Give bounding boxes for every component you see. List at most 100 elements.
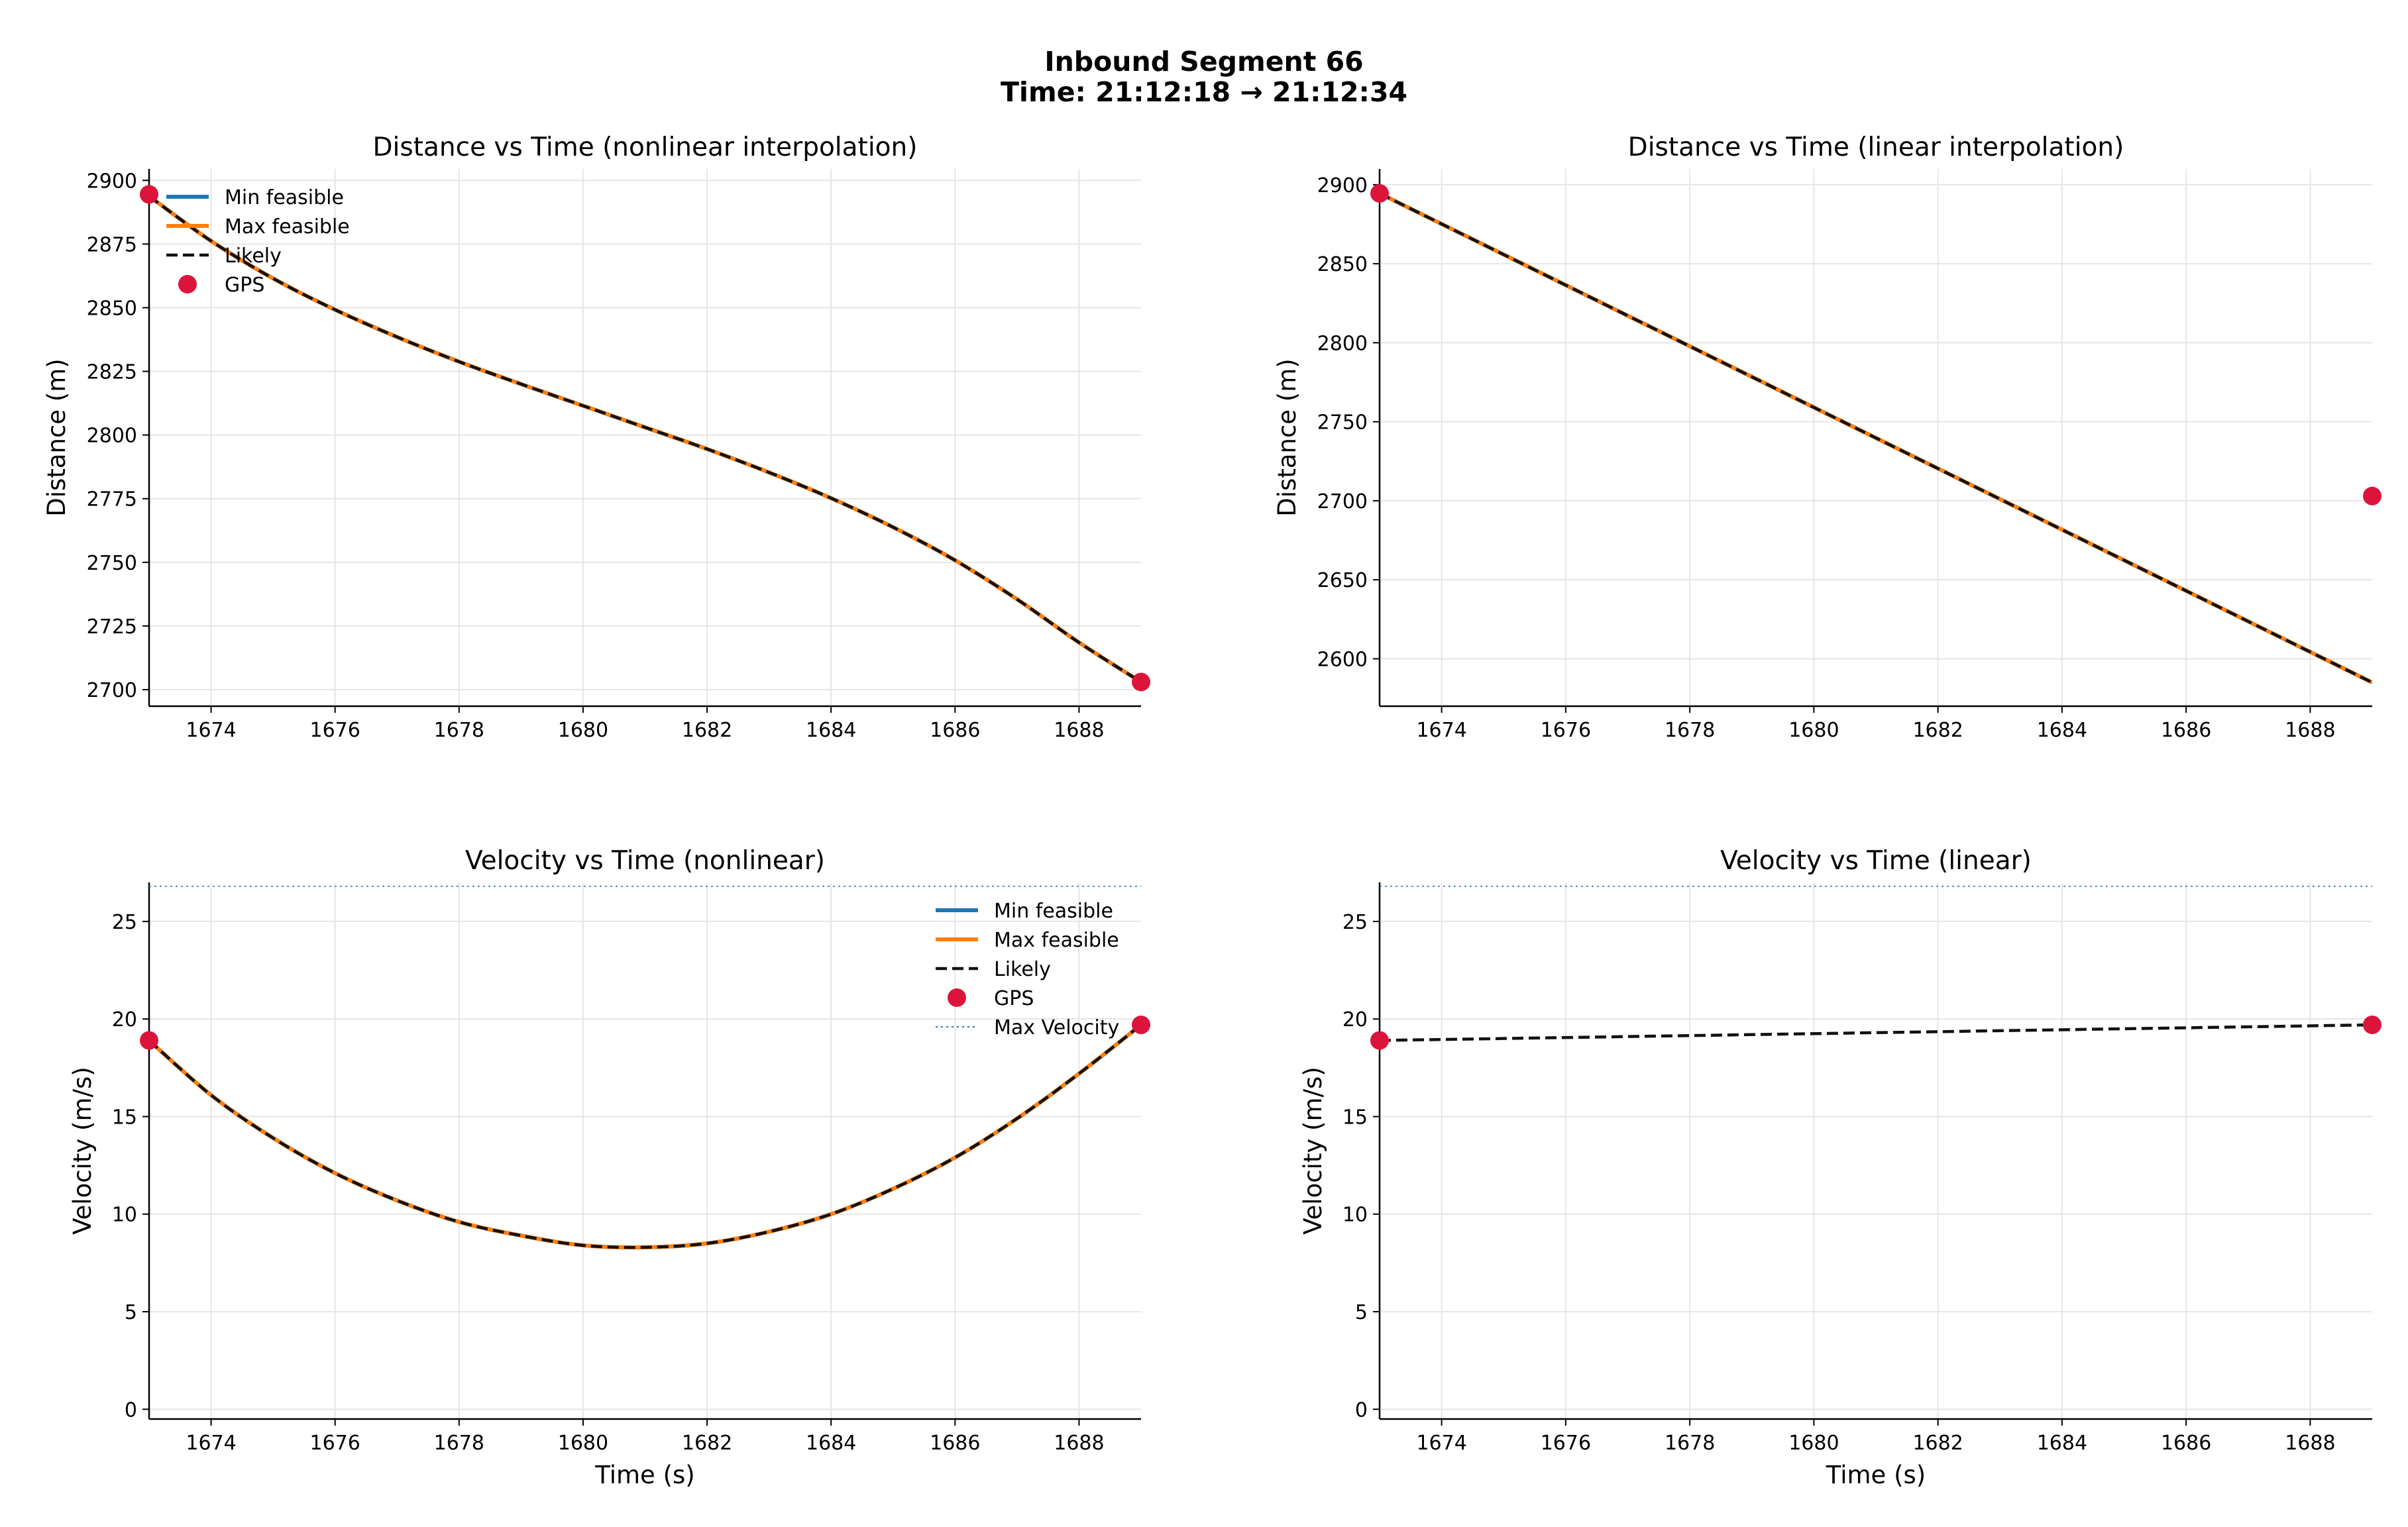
y-tick-label: 0 (1355, 1398, 1368, 1422)
x-tick-label: 1680 (1788, 1432, 1839, 1455)
y-tick-label: 2800 (1317, 332, 1368, 355)
x-tick-label: 1674 (1416, 1432, 1466, 1455)
x-tick-label: 1674 (1416, 719, 1466, 742)
gps-point (1370, 184, 1389, 203)
x-tick-label: 1680 (558, 719, 608, 742)
y-tick-label: 2750 (87, 552, 137, 575)
gps-point (140, 1031, 158, 1050)
chart-title: Distance vs Time (linear interpolation) (1628, 132, 2124, 162)
legend-entry: Min feasible (225, 186, 344, 209)
distance-nonlinear-panel: 1674 1676 1678 1680 1682 1684 1686 1688 2700 2725… (42, 132, 1150, 742)
grid (1380, 882, 2372, 1419)
x-tick-label: 1684 (2037, 1432, 2087, 1455)
y-tick-label: 2900 (1317, 174, 1368, 197)
x-tick-label: 1686 (930, 719, 980, 742)
y-tick-label: 2875 (87, 233, 137, 256)
x-tick-label: 1686 (930, 1432, 980, 1455)
x-tick-label: 1676 (1541, 1432, 1591, 1455)
x-tick-label: 1682 (682, 719, 732, 742)
gps-point (140, 185, 158, 204)
x-tick-label: 1688 (1054, 719, 1104, 742)
gps-point (1132, 672, 1150, 692)
y-axis-label: Velocity (m/s) (1299, 1067, 1327, 1235)
x-tick-label: 1682 (1912, 719, 1963, 742)
plot-area (149, 194, 1141, 684)
series-line-likely (149, 195, 1141, 684)
figure-title-line1: Inbound Segment 66 (1044, 46, 1363, 78)
legend-swatch-gps (178, 275, 197, 293)
legend-entry: Likely (994, 958, 1051, 981)
chart-title: Velocity vs Time (nonlinear) (465, 846, 825, 876)
y-tick-label: 2775 (87, 488, 137, 511)
x-tick-label: 1682 (1912, 1432, 1963, 1455)
legend-swatch-gps (948, 988, 966, 1007)
y-tick-label: 2800 (87, 425, 137, 448)
legend-entry: GPS (994, 987, 1034, 1010)
y-axis-label: Distance (m) (1273, 358, 1301, 516)
x-tick-label: 1688 (2285, 719, 2335, 742)
y-tick-label: 20 (1342, 1008, 1368, 1031)
y-tick-label: 2725 (87, 615, 137, 639)
x-tick-label: 1686 (2161, 1432, 2211, 1455)
grid (1380, 169, 2372, 706)
legend-entry: GPS (225, 274, 264, 297)
plot-area (1380, 885, 2372, 1042)
y-tick-label: 10 (1342, 1204, 1368, 1227)
y-tick-label: 2600 (1317, 648, 1368, 671)
x-tick-label: 1680 (1788, 719, 1839, 742)
x-axis-label: Time (s) (594, 1461, 694, 1489)
x-tick-label: 1676 (1541, 719, 1591, 742)
x-tick-label: 1684 (806, 1432, 856, 1455)
chart-title: Distance vs Time (nonlinear interpolatio… (373, 132, 918, 162)
y-tick-label: 2750 (1317, 411, 1368, 435)
grid (149, 169, 1141, 706)
gps-point (1370, 1031, 1389, 1050)
plot-area (149, 885, 1141, 1249)
legend-entry: Max feasible (994, 929, 1119, 952)
x-tick-label: 1678 (434, 1432, 484, 1455)
legend: Min feasible Max feasible Likely GPS Max Vel… (936, 900, 1119, 1039)
x-tick-label: 1674 (186, 719, 236, 742)
x-tick-label: 1684 (2037, 719, 2087, 742)
y-axis-label: Velocity (m/s) (68, 1067, 97, 1235)
x-tick-label: 1678 (1665, 1432, 1715, 1455)
x-axis-label: Time (s) (1826, 1461, 1926, 1489)
x-tick-label: 1678 (1665, 719, 1715, 742)
figure-title-line2: Time: 21:12:18 → 21:12:34 (1001, 76, 1407, 108)
y-axis-label: Distance (m) (42, 358, 71, 516)
gps-point (2363, 1016, 2381, 1035)
y-tick-label: 0 (125, 1398, 137, 1422)
legend-entry: Min feasible (994, 900, 1113, 923)
y-tick-label: 5 (125, 1301, 137, 1324)
y-tick-label: 25 (1342, 911, 1368, 934)
gps-point (2363, 486, 2381, 505)
y-tick-label: 2650 (1317, 569, 1368, 592)
distance-linear-panel: 1674 1676 1678 1680 1682 1684 1686 1688 2600 2650… (1273, 132, 2381, 742)
x-tick-label: 1680 (558, 1432, 608, 1455)
y-tick-label: 2700 (87, 679, 137, 702)
y-tick-label: 2900 (87, 170, 137, 193)
y-tick-label: 10 (112, 1204, 137, 1227)
y-tick-label: 25 (112, 911, 137, 934)
grid (149, 882, 1141, 1419)
velocity-linear-panel: 1674 1676 1678 1680 1682 1684 1686 1688 0 5 10 15 20… (1299, 846, 2381, 1489)
legend-entry: Likely (225, 244, 282, 268)
series-line-likely (1380, 191, 2372, 684)
legend: Min feasible Max feasible Likely GPS (166, 186, 350, 297)
velocity-nonlinear-panel: 1674 1676 1678 1680 1682 1684 1686 1688 0 5 10 15 20… (68, 846, 1150, 1489)
x-tick-label: 1678 (434, 719, 484, 742)
x-tick-label: 1676 (310, 719, 360, 742)
legend-entry: Max Velocity (994, 1016, 1119, 1039)
gps-point (1132, 1016, 1150, 1035)
x-tick-label: 1686 (2161, 719, 2211, 742)
plot-area (1380, 191, 2372, 684)
y-tick-label: 20 (112, 1008, 137, 1031)
chart-title: Velocity vs Time (linear) (1720, 846, 2032, 876)
x-tick-label: 1674 (186, 1432, 236, 1455)
y-tick-label: 15 (112, 1106, 137, 1129)
x-tick-label: 1688 (1054, 1432, 1104, 1455)
series-line-likely (149, 1024, 1141, 1249)
x-tick-label: 1682 (682, 1432, 732, 1455)
y-tick-label: 2850 (87, 297, 137, 320)
